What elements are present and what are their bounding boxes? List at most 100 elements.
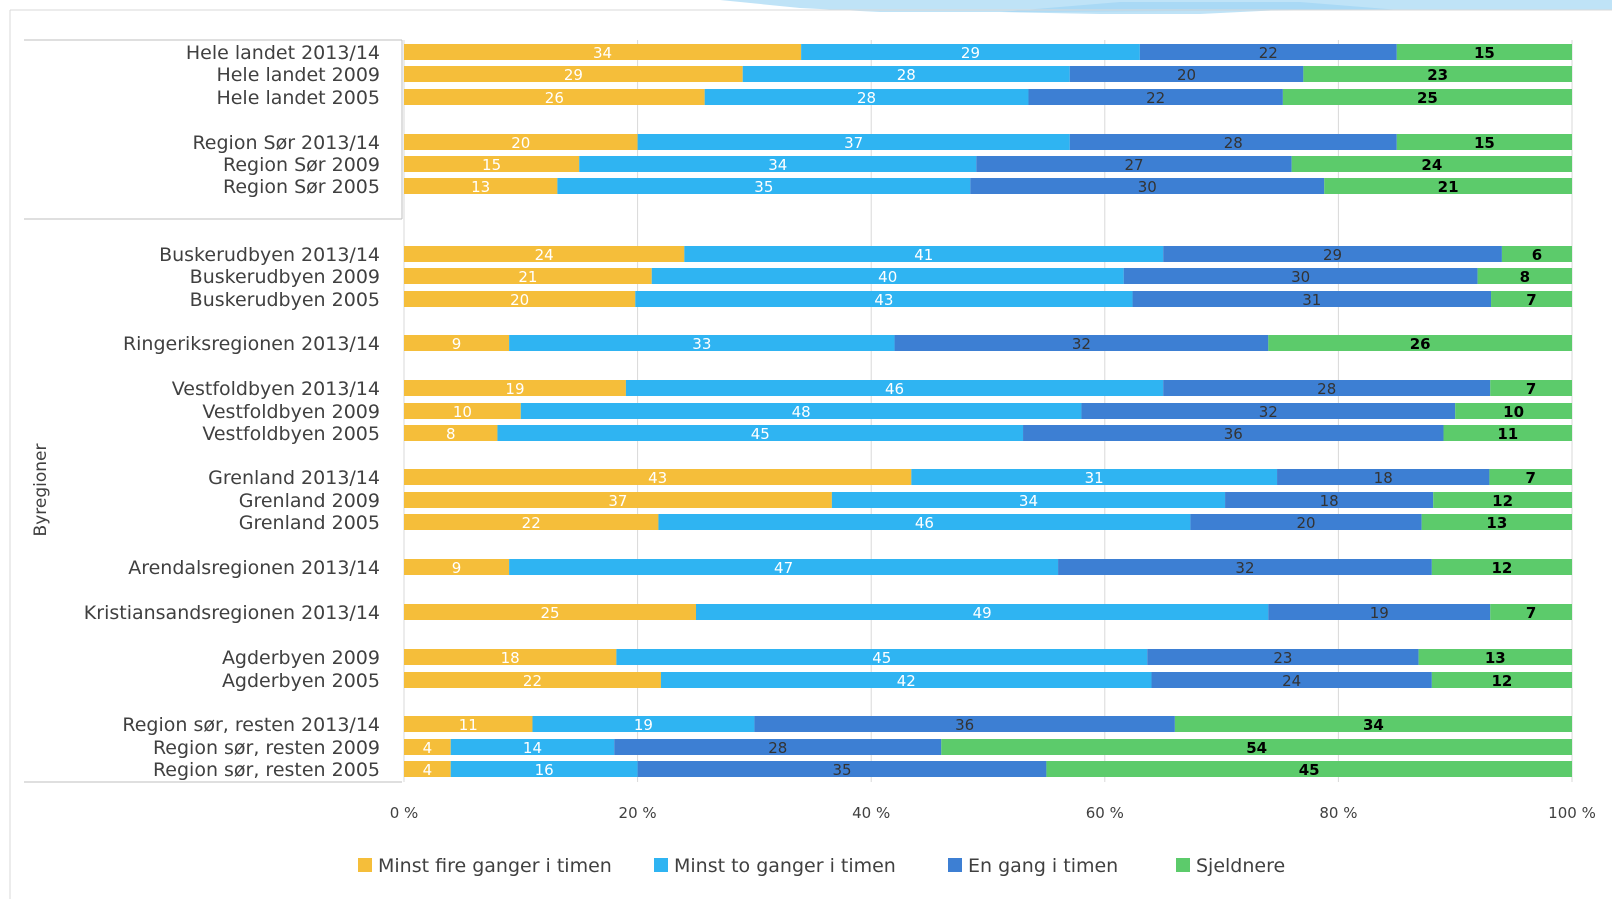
- bar-segment: [941, 739, 1572, 755]
- x-tick-label: 0 %: [390, 804, 419, 822]
- bar-segment: [532, 716, 755, 732]
- data-label: 45: [872, 649, 891, 667]
- bar-segment: [1303, 66, 1572, 82]
- bar-segment: [404, 739, 451, 755]
- legend-swatch: [1176, 858, 1190, 872]
- bar-segment: [404, 514, 659, 530]
- data-label: 15: [482, 156, 501, 174]
- data-label: 48: [792, 403, 811, 421]
- category-label: Region sør, resten 2005: [153, 759, 380, 781]
- legend-label: Sjeldnere: [1196, 855, 1285, 877]
- data-label: 18: [1374, 469, 1393, 487]
- bar-segment: [404, 604, 696, 620]
- bar-segment: [1431, 672, 1572, 688]
- bar-segment: [404, 761, 451, 777]
- bar-segment: [1174, 716, 1572, 732]
- category-label: Buskerudbyen 2005: [190, 289, 380, 311]
- data-label: 19: [1370, 604, 1389, 622]
- data-label: 22: [523, 672, 542, 690]
- data-label: 18: [1320, 492, 1339, 510]
- data-label: 35: [832, 761, 851, 779]
- data-label: 26: [1410, 335, 1431, 353]
- bar-segment: [660, 672, 1152, 688]
- bar-row: 22 42 24 12: [404, 672, 1572, 690]
- legend-item: En gang i timen: [948, 855, 1118, 877]
- data-label: 54: [1246, 739, 1267, 757]
- bar-segment: [1151, 672, 1432, 688]
- data-label: 21: [518, 268, 537, 286]
- bar-row: 9 33 32 26: [404, 335, 1572, 353]
- bar-segment: [404, 672, 661, 688]
- category-label: Hele landet 2005: [216, 87, 380, 109]
- data-label: 20: [1177, 66, 1196, 84]
- data-label: 43: [874, 291, 893, 309]
- data-label: 24: [535, 246, 554, 264]
- bar-segment: [1147, 649, 1419, 665]
- bar-segment: [1277, 469, 1490, 485]
- bar-segment: [1501, 246, 1572, 262]
- bar-segment: [976, 156, 1292, 172]
- bars: 34 29 22 15 29 28 20 23 26 28 22 25 20 37 28 15 15 34 27 24…: [404, 44, 1572, 779]
- data-label: 4: [423, 739, 433, 757]
- x-tick-label: 60 %: [1086, 804, 1124, 822]
- data-label: 12: [1491, 672, 1512, 690]
- bar-segment: [831, 492, 1226, 508]
- bar-segment: [1046, 761, 1572, 777]
- data-label: 7: [1526, 380, 1536, 398]
- bar-segment: [696, 604, 1269, 620]
- bar-segment: [404, 66, 743, 82]
- bar-row: 26 28 22 25: [404, 89, 1572, 107]
- category-label: Grenland 2005: [239, 512, 380, 534]
- data-label: 21: [1438, 178, 1459, 196]
- bar-segment: [801, 44, 1140, 60]
- data-label: 22: [522, 514, 541, 532]
- bar-row: 11 19 36 34: [404, 716, 1572, 734]
- data-label: 13: [471, 178, 490, 196]
- bar-segment: [1123, 268, 1478, 284]
- data-label: 13: [1486, 514, 1507, 532]
- data-label: 32: [1235, 559, 1254, 577]
- category-label: Buskerudbyen 2009: [190, 266, 380, 288]
- bar-segment: [1282, 89, 1572, 105]
- bar-segment: [1455, 403, 1572, 419]
- category-label: Grenland 2009: [239, 490, 380, 512]
- category-label: Arendalsregionen 2013/14: [128, 557, 380, 579]
- data-label: 30: [1138, 178, 1157, 196]
- data-label: 23: [1273, 649, 1292, 667]
- bar-segment: [404, 380, 626, 396]
- data-label: 34: [1363, 716, 1384, 734]
- bar-row: 18 45 23 13: [404, 649, 1572, 667]
- data-label: 46: [885, 380, 904, 398]
- category-label: Region Sør 2013/14: [192, 132, 380, 154]
- data-label: 6: [1532, 246, 1542, 264]
- data-label: 42: [897, 672, 916, 690]
- data-label: 20: [511, 134, 530, 152]
- bar-segment: [754, 716, 1175, 732]
- bar-segment: [404, 268, 652, 284]
- category-label: Region Sør 2009: [223, 154, 380, 176]
- bar-segment: [404, 425, 498, 441]
- data-label: 7: [1526, 291, 1536, 309]
- data-label: 35: [754, 178, 773, 196]
- bar-row: 20 43 31 7: [404, 291, 1572, 309]
- data-label: 36: [955, 716, 974, 734]
- data-label: 26: [545, 89, 564, 107]
- data-label: 13: [1485, 649, 1506, 667]
- bar-row: 20 37 28 15: [404, 134, 1572, 152]
- bar-segment: [1268, 604, 1491, 620]
- x-tick-label: 20 %: [619, 804, 657, 822]
- bar-row: 13 35 30 21: [404, 178, 1572, 196]
- category-label: Hele landet 2009: [216, 64, 380, 86]
- data-label: 20: [1296, 514, 1315, 532]
- category-label: Ringeriksregionen 2013/14: [123, 333, 380, 355]
- bar-segment: [970, 178, 1325, 194]
- bar-segment: [742, 66, 1070, 82]
- data-label: 16: [535, 761, 554, 779]
- bar-segment: [616, 649, 1148, 665]
- legend-label: Minst fire ganger i timen: [378, 855, 612, 877]
- legend: Minst fire ganger i timen Minst to ganger…: [358, 855, 1285, 877]
- bar-segment: [1028, 89, 1283, 105]
- data-label: 19: [505, 380, 524, 398]
- bar-row: 24 41 29 6: [404, 246, 1572, 264]
